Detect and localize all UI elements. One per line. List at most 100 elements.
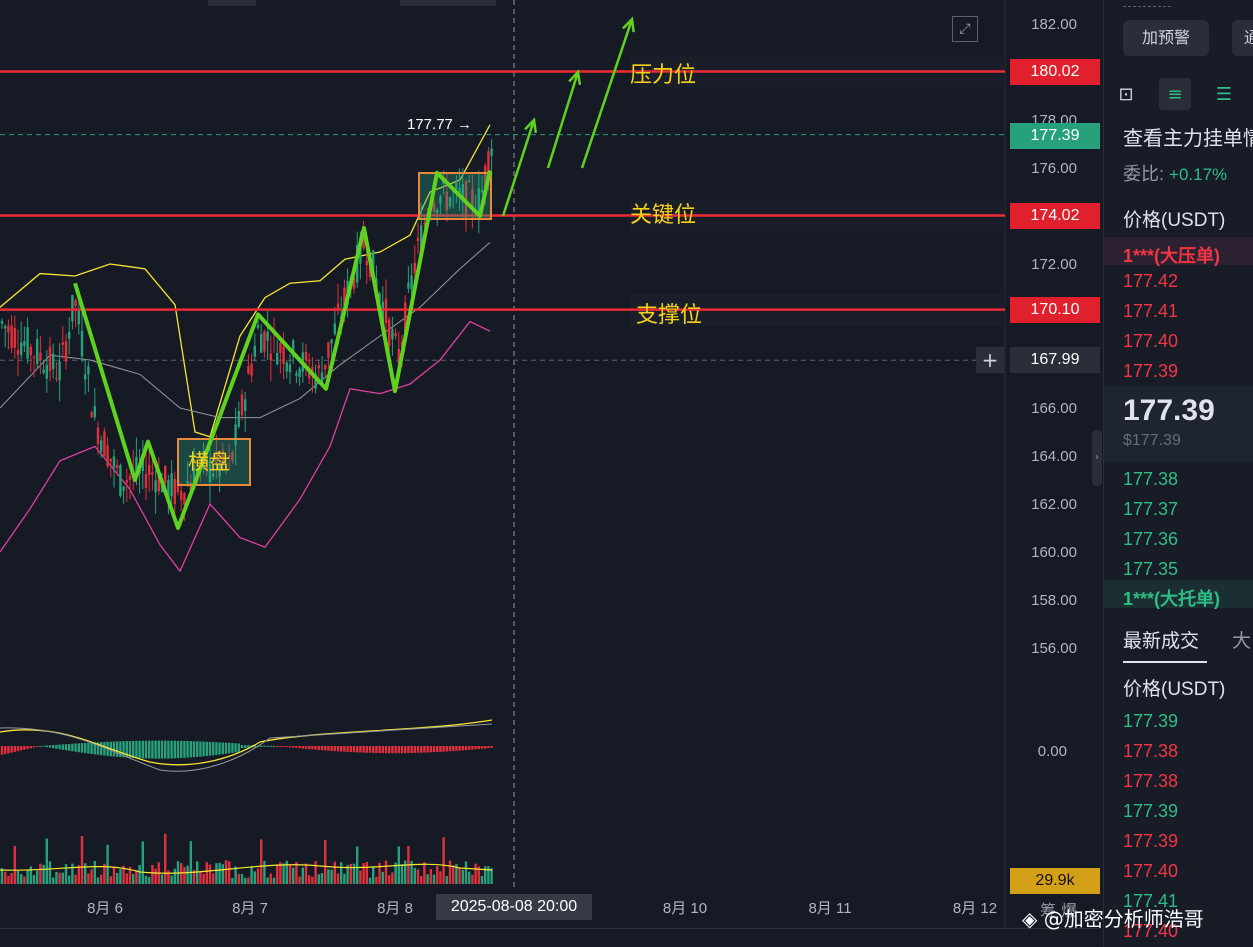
support-annotation: 支撑位 (636, 303, 703, 328)
macd-bar (413, 746, 416, 753)
macd-bar (173, 740, 176, 759)
volume-bar (84, 863, 87, 884)
orderbook-icon[interactable]: ≡ (1159, 78, 1191, 110)
ask-row[interactable]: 177.41 (1123, 301, 1179, 321)
sidebar-collapse-handle[interactable]: › (1092, 430, 1102, 486)
volume-bar (183, 867, 186, 884)
macd-bar (20, 746, 23, 751)
macd-bar (135, 740, 138, 759)
crosshair-plus-icon[interactable]: + (976, 347, 1004, 373)
volume-bar (224, 860, 228, 884)
macd-bar (448, 746, 452, 752)
volume-bar (93, 861, 96, 884)
tab-big-trades[interactable]: 大 (1232, 631, 1252, 652)
big-bid-row[interactable]: 1***(大托单) (1123, 589, 1221, 609)
candle-body (218, 464, 221, 477)
candle-body (183, 493, 186, 505)
chart-area[interactable]: 182.00 178.00 176.00 172.00 166.00 164.00 162.… (0, 0, 1102, 946)
bid-row[interactable]: 177.37 (1123, 499, 1179, 519)
volume-bar (87, 873, 90, 884)
candle-body (167, 480, 170, 499)
big-ask-row[interactable]: 1***(大压单) (1123, 246, 1221, 266)
ask-row[interactable]: 177.42 (1123, 271, 1179, 291)
volume-bar (189, 841, 192, 884)
candle-body (397, 348, 400, 364)
ask-row[interactable]: 177.39 (1123, 361, 1179, 381)
list-icon[interactable]: ☰ (1215, 83, 1233, 105)
volume-bar (263, 860, 266, 884)
toolbar-stub (400, 0, 496, 6)
volume-bar (464, 861, 468, 884)
macd-bar (13, 746, 16, 752)
volume-bar (199, 871, 202, 884)
bid-row[interactable]: 177.36 (1123, 529, 1179, 549)
macd-bar (356, 746, 359, 753)
volume-bar (292, 867, 295, 884)
volume-bar (439, 871, 442, 884)
candle-body (71, 294, 74, 322)
macd-bar (84, 742, 87, 754)
candle-body (100, 440, 103, 452)
macd-bar (96, 742, 100, 755)
volume-bar (455, 864, 458, 884)
volume-bar (240, 874, 244, 884)
macd-bar (125, 741, 128, 758)
volume-bar (282, 863, 285, 884)
candle-body (445, 191, 448, 211)
macd-bar (423, 746, 426, 753)
y-tick-label: 164.00 (1031, 448, 1077, 465)
order-book-title[interactable]: 查看主力挂单情 (1123, 128, 1253, 150)
macd-bar (327, 746, 330, 751)
candle-body (77, 308, 80, 325)
candle-body (365, 260, 368, 266)
candle-body (484, 165, 487, 188)
macd-bar (365, 746, 368, 753)
layout-icon[interactable]: ⊡ (1118, 83, 1134, 105)
macd-bar (36, 746, 39, 747)
macd-bar (400, 746, 404, 754)
candle-body (333, 323, 336, 335)
macd-bar (0, 746, 4, 755)
second-button[interactable]: 通 (1232, 20, 1253, 56)
candle-body (404, 302, 407, 339)
macd-bar (272, 745, 276, 747)
macd-bar (474, 746, 477, 750)
volume-bar (55, 871, 58, 884)
candle-body (39, 352, 42, 361)
bid-row[interactable]: 177.38 (1123, 469, 1179, 489)
fullscreen-icon[interactable]: ⤢ (952, 16, 978, 42)
indicator-toolbar[interactable] (0, 928, 1100, 947)
ask-row[interactable]: 177.40 (1123, 331, 1179, 351)
macd-bar (416, 746, 420, 753)
arrow-head (524, 117, 538, 134)
tab-latest-trades[interactable]: 最新成交 (1123, 631, 1200, 652)
candle-body (61, 342, 64, 345)
macd-bar (122, 741, 125, 758)
macd-bar (74, 743, 77, 752)
volume-bar (304, 863, 308, 884)
macd-bar (391, 746, 394, 754)
macd-bar (285, 746, 288, 748)
volume-bar (359, 870, 362, 884)
macd-bar (4, 746, 7, 755)
add-alert-button[interactable]: 加预警 (1123, 20, 1209, 56)
macd-bar (42, 745, 45, 747)
volume-bar (39, 863, 42, 884)
volume-bar (276, 864, 279, 884)
macd-bar (221, 742, 224, 755)
volume-bar (336, 873, 340, 884)
macd-bar (324, 746, 327, 751)
logo-icon: ◈ (1022, 907, 1038, 931)
macd-bar (388, 746, 391, 754)
volume-bar (458, 868, 461, 884)
key-price-tag: 174.02 (1010, 203, 1100, 229)
macd-bar (480, 746, 484, 749)
candle-body (244, 399, 247, 411)
candle-body (381, 301, 384, 323)
volume-bar (260, 839, 263, 884)
candle-body (461, 183, 464, 203)
bid-row[interactable]: 177.35 (1123, 559, 1179, 579)
price-chart[interactable]: 182.00178.00176.00172.00166.00164.00162.… (0, 0, 1100, 946)
candle-body (58, 361, 61, 381)
candle-body (256, 325, 260, 328)
